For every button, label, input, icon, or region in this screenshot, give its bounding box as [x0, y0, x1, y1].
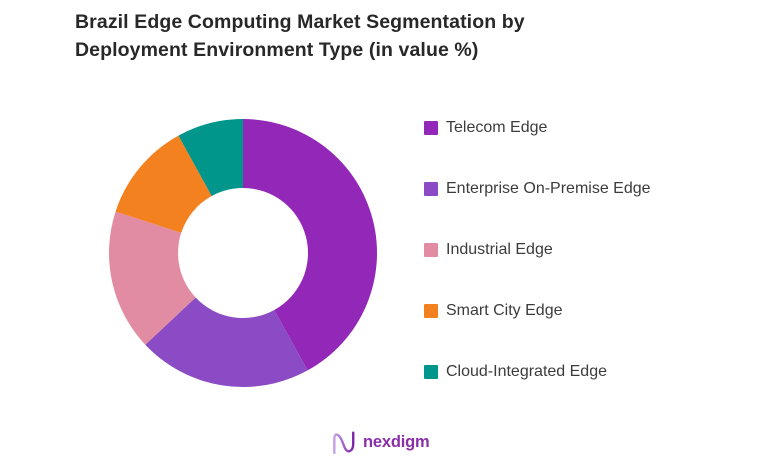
brand-logo-text: nexdigm: [363, 433, 430, 451]
legend-item-enterprise-on-premise-edge: Enterprise On-Premise Edge: [424, 180, 651, 197]
legend-label-enterprise-on-premise-edge: Enterprise On-Premise Edge: [446, 179, 651, 197]
chart-title: Brazil Edge Computing Market Segmentatio…: [75, 8, 635, 64]
legend-swatch-smart-city-edge: [424, 303, 438, 318]
nexdigm-n-icon: [333, 431, 355, 455]
legend: Telecom Edge Enterprise On-Premise Edge In…: [424, 119, 651, 380]
legend-label-cloud-integrated-edge: Cloud-Integrated Edge: [446, 362, 607, 380]
legend-item-smart-city-edge: Smart City Edge: [424, 302, 651, 319]
donut-slice-cloud-integrated-edge: [178, 119, 243, 197]
legend-item-telecom-edge: Telecom Edge: [424, 119, 651, 136]
legend-label-industrial-edge: Industrial Edge: [446, 240, 553, 258]
legend-label-telecom-edge: Telecom Edge: [446, 118, 548, 136]
donut-slice-telecom-edge: [243, 119, 378, 371]
brand-logo: nexdigm: [331, 430, 430, 455]
legend-swatch-industrial-edge: [424, 242, 438, 257]
legend-swatch-enterprise-on-premise-edge: [424, 181, 438, 196]
legend-swatch-telecom-edge: [424, 120, 438, 135]
legend-swatch-cloud-integrated-edge: [424, 364, 438, 379]
chart-title-line2: Deployment Environment Type (in value %): [75, 39, 479, 61]
donut-slice-enterprise-on-premise-edge: [145, 297, 308, 388]
legend-item-industrial-edge: Industrial Edge: [424, 241, 651, 258]
legend-item-cloud-integrated-edge: Cloud-Integrated Edge: [424, 363, 651, 380]
chart-title-line1: Brazil Edge Computing Market Segmentatio…: [75, 11, 525, 33]
donut-chart: [105, 111, 385, 391]
legend-label-smart-city-edge: Smart City Edge: [446, 301, 563, 319]
donut-slice-industrial-edge: [109, 211, 196, 345]
donut-svg: [109, 119, 378, 388]
donut-slice-smart-city-edge: [115, 135, 212, 233]
